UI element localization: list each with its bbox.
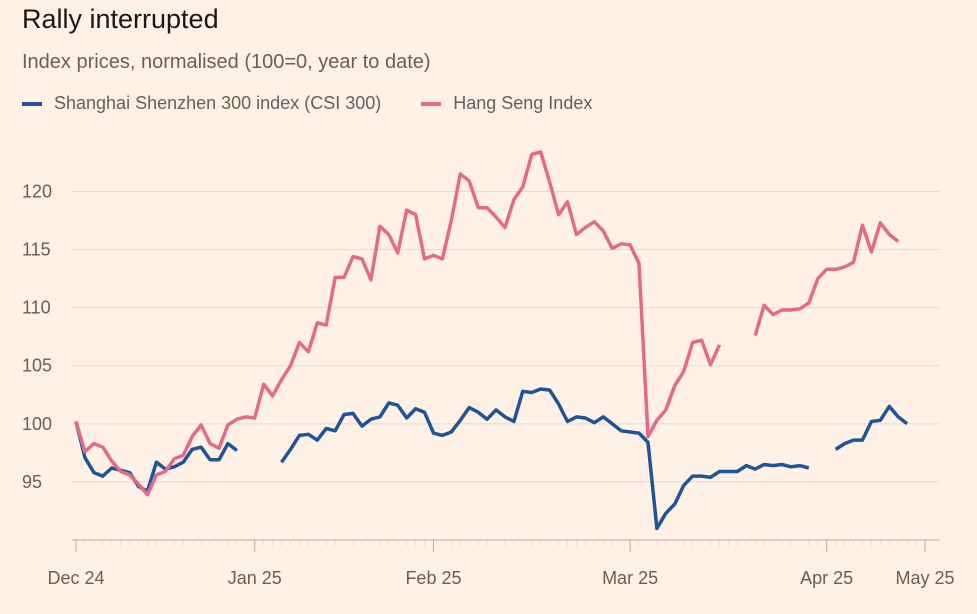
x-tick-label-1: Jan 25 — [228, 568, 282, 588]
csi-300-line-segment-1 — [280, 387, 810, 531]
x-tick-label-5: May 25 — [895, 568, 954, 588]
y-tick-label-105: 105 — [22, 356, 52, 376]
legend-label-hang-seng: Hang Seng Index — [453, 93, 593, 113]
hang-seng-line-segment-1 — [753, 221, 900, 336]
legend-item-hang-seng: Hang Seng Index — [421, 93, 592, 114]
legend-swatch-csi — [22, 101, 42, 106]
x-tick-label-4: Apr 25 — [800, 568, 853, 588]
legend: Shanghai Shenzhen 300 index (CSI 300) Ha… — [22, 93, 632, 114]
legend-swatch-hang-seng — [421, 101, 442, 106]
y-tick-label-100: 100 — [22, 414, 52, 434]
y-tick-label-110: 110 — [22, 298, 51, 318]
x-tick-label-2: Feb 25 — [405, 568, 461, 588]
y-tick-label-95: 95 — [22, 472, 42, 492]
x-tick-label-0: Dec 24 — [47, 568, 104, 588]
csi-300-line-segment-2 — [834, 404, 909, 451]
y-tick-label-120: 120 — [22, 181, 52, 201]
x-tick-label-3: Mar 25 — [602, 568, 658, 588]
chart-title: Rally interrupted — [22, 4, 219, 34]
csi-300-line-segment-0 — [74, 421, 238, 493]
hang-seng-line-segment-0 — [74, 150, 722, 497]
legend-item-csi: Shanghai Shenzhen 300 index (CSI 300) — [22, 93, 381, 114]
y-tick-label-115: 115 — [22, 240, 51, 260]
chart-subtitle: Index prices, normalised (100=0, year to… — [22, 51, 431, 73]
legend-label-csi: Shanghai Shenzhen 300 index (CSI 300) — [54, 93, 382, 113]
